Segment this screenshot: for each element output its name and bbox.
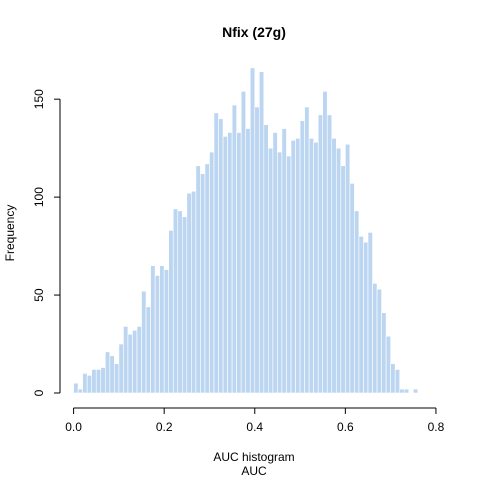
histogram-bar <box>82 373 88 394</box>
histogram-bar <box>104 351 111 394</box>
histogram-bar <box>195 165 201 394</box>
histogram-bar <box>77 388 83 394</box>
histogram-bar <box>308 138 314 394</box>
x-tick-label: 0.0 <box>65 420 82 434</box>
histogram-bar <box>136 326 142 394</box>
y-tick-label: 0 <box>32 389 46 396</box>
histogram-bar <box>281 128 287 394</box>
histogram-bar <box>145 306 151 394</box>
histogram-bar <box>399 388 405 394</box>
histogram-bar <box>168 230 174 394</box>
y-axis-label: Frequency <box>3 205 17 262</box>
histogram-bar <box>118 343 124 394</box>
histogram-bar <box>317 114 324 394</box>
histogram-bar <box>86 375 93 394</box>
y-tick-label: 150 <box>32 89 46 109</box>
x-tick-label: 0.4 <box>246 420 263 434</box>
histogram-bar <box>372 283 378 394</box>
x-tick-label: 0.2 <box>156 420 173 434</box>
histogram-bar <box>236 132 242 394</box>
histogram-bar <box>172 208 179 394</box>
histogram-bar <box>299 120 305 394</box>
histogram-bar <box>91 369 97 394</box>
histogram-bar <box>304 106 310 394</box>
histogram-bar <box>227 132 233 394</box>
bars-layer <box>73 67 419 394</box>
histogram-bar <box>376 288 382 394</box>
x-axis-label: AUC histogram <box>213 450 294 464</box>
histogram-bar <box>390 363 396 394</box>
histogram-bar <box>218 118 224 394</box>
histogram-bar <box>249 67 256 394</box>
histogram-bar <box>240 91 247 394</box>
histogram-bar <box>381 312 387 394</box>
histogram-bar <box>277 151 283 394</box>
histogram-bar <box>358 235 364 394</box>
histogram-bar <box>209 151 215 394</box>
histogram-bar <box>181 216 188 394</box>
histogram-bar <box>163 269 170 394</box>
histogram-bar <box>109 355 115 394</box>
histogram-bar <box>331 138 337 394</box>
histogram-bar <box>349 183 355 394</box>
ticks-layer: 0 50 100 150 0.0 0.2 0.4 0.6 0.8 <box>32 89 444 434</box>
histogram-bar <box>100 367 106 394</box>
histogram-bar <box>335 147 342 394</box>
histogram-bar <box>114 363 120 394</box>
histogram-bar <box>245 128 251 394</box>
histogram-bar <box>127 333 133 394</box>
chart-title: Nfix (27g) <box>222 24 286 40</box>
histogram-bar <box>326 114 333 394</box>
histogram-bar <box>95 369 102 394</box>
histogram-bar <box>254 106 260 394</box>
histogram-bar <box>222 136 228 394</box>
x-tick-label: 0.6 <box>337 420 354 434</box>
histogram-bar <box>191 190 197 394</box>
histogram-bar <box>354 210 360 394</box>
histogram-bar <box>322 91 328 394</box>
y-tick-label: 50 <box>32 288 46 302</box>
histogram-bar <box>345 143 351 394</box>
histogram-bar <box>213 112 219 394</box>
y-tick-label: 100 <box>32 187 46 207</box>
histogram-bar <box>403 388 410 394</box>
histogram-bar <box>272 132 278 394</box>
histogram-bar <box>73 382 79 394</box>
histogram-bar <box>159 265 165 394</box>
histogram-bar <box>286 155 292 394</box>
histogram-bar <box>154 275 160 394</box>
histogram-bar <box>295 138 301 394</box>
histogram-bar <box>313 141 319 394</box>
histogram-bar <box>367 232 373 394</box>
histogram-bar <box>385 335 391 394</box>
histogram-bar <box>177 210 183 394</box>
x-axis-sublabel: AUC <box>241 464 267 478</box>
histogram-bar <box>412 388 419 394</box>
x-tick-label: 0.8 <box>428 420 445 434</box>
histogram-bar <box>186 192 192 394</box>
histogram-bar <box>231 104 237 394</box>
histogram-bar <box>150 265 156 394</box>
histogram-bar <box>394 369 401 394</box>
histogram-bar <box>141 290 147 394</box>
histogram-bar <box>268 147 274 394</box>
histogram-bar <box>263 124 269 394</box>
histogram-bar <box>200 173 206 394</box>
histogram-bar <box>258 71 265 394</box>
histogram-bar <box>363 241 369 394</box>
histogram-bar <box>340 165 346 394</box>
histogram-bar <box>132 330 138 394</box>
histogram-bar <box>290 140 296 394</box>
histogram-bar <box>204 163 210 394</box>
histogram-bar <box>123 326 129 394</box>
